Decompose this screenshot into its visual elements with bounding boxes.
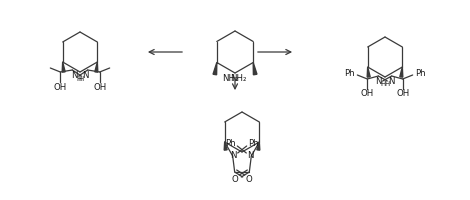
Text: H: H [385, 81, 390, 87]
Text: N: N [230, 150, 237, 160]
Polygon shape [257, 142, 260, 150]
Text: N: N [376, 76, 382, 86]
Text: Ph: Ph [415, 68, 426, 77]
Polygon shape [62, 62, 65, 72]
Text: OH: OH [396, 90, 409, 98]
Text: O: O [232, 174, 239, 184]
Text: N: N [71, 72, 78, 80]
Text: Ph: Ph [248, 138, 259, 148]
Text: OH: OH [360, 90, 374, 98]
Polygon shape [400, 67, 403, 77]
Text: NH₂: NH₂ [230, 74, 246, 83]
Polygon shape [224, 142, 227, 150]
Text: Ph: Ph [225, 138, 235, 148]
Text: Ph: Ph [344, 68, 355, 77]
Polygon shape [95, 62, 98, 72]
Text: OH: OH [93, 82, 106, 92]
Text: H: H [380, 81, 385, 87]
Text: H: H [76, 76, 81, 82]
Text: N: N [82, 72, 88, 80]
Text: NH₂: NH₂ [222, 74, 238, 83]
Polygon shape [367, 67, 370, 77]
Text: N: N [247, 151, 254, 160]
Polygon shape [253, 62, 257, 75]
Text: O: O [245, 174, 252, 184]
Text: H: H [78, 76, 84, 82]
Text: N: N [388, 76, 395, 86]
Polygon shape [213, 62, 217, 75]
Text: OH: OH [54, 82, 67, 92]
